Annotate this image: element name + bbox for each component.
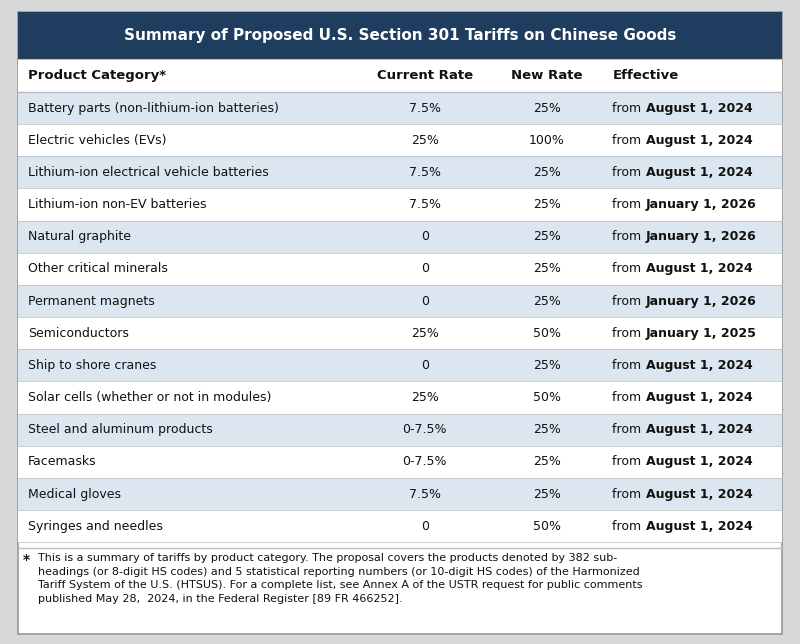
FancyBboxPatch shape: [18, 59, 782, 92]
Text: 7.5%: 7.5%: [409, 198, 441, 211]
Text: August 1, 2024: August 1, 2024: [646, 102, 752, 115]
Text: Steel and aluminum products: Steel and aluminum products: [28, 423, 213, 436]
Text: January 1, 2026: January 1, 2026: [646, 230, 756, 243]
Text: 0: 0: [421, 520, 429, 533]
Text: Summary of Proposed U.S. Section 301 Tariffs on Chinese Goods: Summary of Proposed U.S. Section 301 Tar…: [124, 28, 676, 43]
Text: 0: 0: [421, 230, 429, 243]
FancyBboxPatch shape: [18, 12, 782, 59]
Text: Other critical minerals: Other critical minerals: [28, 262, 168, 276]
Text: August 1, 2024: August 1, 2024: [646, 455, 752, 468]
Text: 0: 0: [421, 359, 429, 372]
Text: 25%: 25%: [533, 488, 561, 500]
Text: Lithium-ion electrical vehicle batteries: Lithium-ion electrical vehicle batteries: [28, 166, 269, 179]
Text: *: *: [23, 553, 30, 567]
Text: 0-7.5%: 0-7.5%: [402, 423, 447, 436]
Text: 50%: 50%: [533, 391, 561, 404]
Text: Natural graphite: Natural graphite: [28, 230, 131, 243]
Text: August 1, 2024: August 1, 2024: [646, 423, 752, 436]
Text: Facemasks: Facemasks: [28, 455, 97, 468]
Text: Current Rate: Current Rate: [377, 69, 473, 82]
FancyBboxPatch shape: [18, 413, 782, 446]
FancyBboxPatch shape: [18, 446, 782, 478]
FancyBboxPatch shape: [18, 221, 782, 253]
FancyBboxPatch shape: [18, 349, 782, 381]
Text: 25%: 25%: [533, 359, 561, 372]
Text: August 1, 2024: August 1, 2024: [646, 166, 752, 179]
Text: 25%: 25%: [411, 134, 438, 147]
FancyBboxPatch shape: [18, 124, 782, 156]
Text: 0: 0: [421, 262, 429, 276]
Text: from: from: [613, 134, 646, 147]
FancyBboxPatch shape: [18, 478, 782, 510]
Text: 50%: 50%: [533, 327, 561, 340]
Text: 25%: 25%: [533, 455, 561, 468]
Text: January 1, 2025: January 1, 2025: [646, 327, 757, 340]
Text: from: from: [613, 102, 646, 115]
Text: 25%: 25%: [533, 198, 561, 211]
Text: January 1, 2026: January 1, 2026: [646, 198, 756, 211]
Text: This is a summary of tariffs by product category. The proposal covers the produc: This is a summary of tariffs by product …: [38, 553, 642, 604]
Text: 25%: 25%: [533, 423, 561, 436]
FancyBboxPatch shape: [18, 92, 782, 124]
Text: from: from: [613, 359, 646, 372]
Text: from: from: [613, 423, 646, 436]
FancyBboxPatch shape: [18, 381, 782, 413]
Text: 7.5%: 7.5%: [409, 102, 441, 115]
Text: January 1, 2026: January 1, 2026: [646, 294, 756, 308]
Text: Effective: Effective: [613, 69, 678, 82]
Text: 7.5%: 7.5%: [409, 488, 441, 500]
Text: Lithium-ion non-EV batteries: Lithium-ion non-EV batteries: [28, 198, 206, 211]
Text: August 1, 2024: August 1, 2024: [646, 359, 752, 372]
Text: 25%: 25%: [533, 262, 561, 276]
Text: 25%: 25%: [411, 391, 438, 404]
Text: 25%: 25%: [533, 102, 561, 115]
Text: August 1, 2024: August 1, 2024: [646, 488, 752, 500]
Text: Battery parts (non-lithium-ion batteries): Battery parts (non-lithium-ion batteries…: [28, 102, 279, 115]
Text: Solar cells (whether or not in modules): Solar cells (whether or not in modules): [28, 391, 271, 404]
Text: Semiconductors: Semiconductors: [28, 327, 129, 340]
Text: 0-7.5%: 0-7.5%: [402, 455, 447, 468]
Text: from: from: [613, 488, 646, 500]
Text: Medical gloves: Medical gloves: [28, 488, 121, 500]
Text: from: from: [613, 262, 646, 276]
Text: Ship to shore cranes: Ship to shore cranes: [28, 359, 156, 372]
Text: from: from: [613, 391, 646, 404]
Text: Electric vehicles (EVs): Electric vehicles (EVs): [28, 134, 166, 147]
Text: 7.5%: 7.5%: [409, 166, 441, 179]
Text: 100%: 100%: [529, 134, 565, 147]
Text: 25%: 25%: [533, 230, 561, 243]
Text: August 1, 2024: August 1, 2024: [646, 391, 752, 404]
Text: 50%: 50%: [533, 520, 561, 533]
Text: from: from: [613, 294, 646, 308]
Text: August 1, 2024: August 1, 2024: [646, 520, 752, 533]
FancyBboxPatch shape: [18, 285, 782, 317]
Text: Product Category*: Product Category*: [28, 69, 166, 82]
Text: Syringes and needles: Syringes and needles: [28, 520, 163, 533]
FancyBboxPatch shape: [18, 156, 782, 189]
Text: from: from: [613, 230, 646, 243]
Text: 0: 0: [421, 294, 429, 308]
FancyBboxPatch shape: [18, 253, 782, 285]
Text: 25%: 25%: [533, 294, 561, 308]
Text: from: from: [613, 327, 646, 340]
Text: from: from: [613, 455, 646, 468]
Text: August 1, 2024: August 1, 2024: [646, 262, 752, 276]
Text: from: from: [613, 198, 646, 211]
Text: Permanent magnets: Permanent magnets: [28, 294, 154, 308]
FancyBboxPatch shape: [18, 12, 782, 634]
Text: 25%: 25%: [533, 166, 561, 179]
Text: New Rate: New Rate: [511, 69, 583, 82]
Text: 25%: 25%: [411, 327, 438, 340]
Text: from: from: [613, 520, 646, 533]
Text: from: from: [613, 166, 646, 179]
FancyBboxPatch shape: [18, 317, 782, 349]
FancyBboxPatch shape: [18, 510, 782, 542]
FancyBboxPatch shape: [18, 189, 782, 221]
Text: August 1, 2024: August 1, 2024: [646, 134, 752, 147]
